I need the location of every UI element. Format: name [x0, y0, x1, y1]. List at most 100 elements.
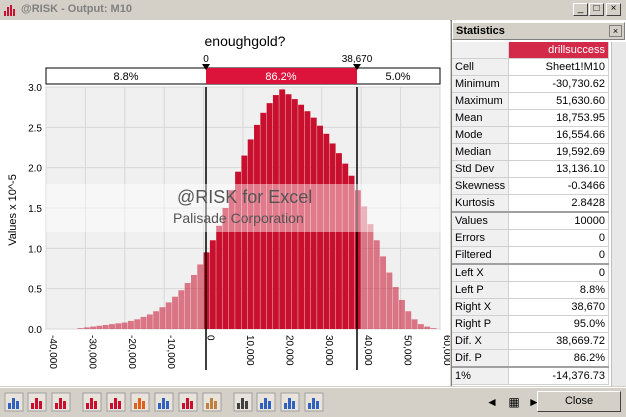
histogram-bar — [228, 190, 235, 329]
histogram-bar — [317, 125, 323, 329]
minimize-button[interactable]: _ — [573, 3, 588, 16]
y-tick-label: 1.5 — [28, 204, 42, 215]
y-tick-label: 2.5 — [28, 123, 42, 134]
stat-value: 0 — [508, 229, 609, 247]
cumulative-icon[interactable] — [51, 392, 71, 412]
histogram-bar — [367, 224, 374, 329]
stats-row: Values 10000 — [452, 211, 609, 230]
stat-value: -30,730.62 — [508, 75, 609, 93]
stat-value: 13,136.10 — [508, 160, 609, 178]
stat-label: 1% — [452, 366, 510, 385]
histogram-bar — [77, 328, 84, 329]
percentile-icon[interactable] — [178, 392, 198, 412]
filter-icon[interactable] — [233, 392, 253, 412]
histogram-bar — [140, 316, 147, 329]
histogram-chart[interactable]: enoughgold? 8.8% 86.2% 5.0% 0 38,670 0.0… — [0, 20, 452, 386]
vertical-scrollbar[interactable] — [611, 42, 626, 386]
histogram-bar — [102, 324, 109, 329]
page-icon[interactable]: ▦ — [508, 395, 520, 409]
stats-row: Mean 18,753.95 — [452, 109, 609, 127]
stats-row: Cell Sheet1!M10 — [452, 58, 609, 76]
scatter-icon[interactable] — [130, 392, 150, 412]
sim-settings-icon[interactable] — [4, 392, 24, 412]
chart-title: enoughgold? — [205, 33, 286, 49]
histogram-bar — [411, 319, 418, 329]
stats-row: Right P 95.0% — [452, 315, 609, 333]
summary-icon[interactable] — [202, 392, 222, 412]
stat-value: 38,669.72 — [508, 332, 609, 350]
histogram-bar — [165, 302, 172, 329]
stat-value: 0 — [508, 246, 609, 265]
stat-value: 19,592.69 — [508, 143, 609, 161]
stat-value: -14,376.73 — [508, 366, 609, 385]
histogram-bar — [172, 296, 178, 329]
stat-label: Dif. P — [452, 349, 510, 368]
stats-row: Median 19,592.69 — [452, 143, 609, 161]
stat-label: Dif. X — [452, 332, 510, 350]
histogram-bar — [184, 283, 191, 329]
next-icon[interactable]: ► — [528, 395, 540, 409]
maximize-button[interactable]: □ — [589, 3, 604, 16]
stat-label: Minimum — [452, 75, 510, 93]
histogram-bar — [272, 95, 279, 329]
histogram-bar — [153, 311, 160, 329]
histogram-bar — [159, 307, 166, 329]
stat-label: Left P — [452, 281, 510, 299]
y-tick-label: 0.5 — [28, 285, 42, 296]
stat-value: 38,670 — [508, 298, 609, 316]
histogram-bar — [241, 155, 248, 329]
zoom-in-icon[interactable] — [280, 392, 300, 412]
histogram-bar — [146, 314, 153, 329]
delimiter-left-value: 0 — [203, 54, 209, 65]
spider-icon[interactable] — [154, 392, 174, 412]
close-window-button[interactable]: × — [606, 3, 621, 16]
histogram-bar — [109, 324, 115, 329]
stat-value: 18,753.95 — [508, 109, 609, 127]
histogram-bar — [424, 326, 431, 329]
watermark-title: @RISK for Excel — [177, 187, 313, 207]
histogram-icon[interactable] — [27, 392, 47, 412]
zoom-out-icon[interactable] — [304, 392, 324, 412]
stat-label: Maximum — [452, 92, 510, 110]
stat-value: 8.8% — [508, 281, 609, 299]
stats-row: 1% -14,376.73 — [452, 366, 609, 385]
tornado-icon[interactable] — [106, 392, 126, 412]
stats-row: Dif. X 38,669.72 — [452, 332, 609, 350]
stats-row: Std Dev 13,136.10 — [452, 160, 609, 178]
fit-icon[interactable] — [256, 392, 276, 412]
stat-value: Sheet1!M10 — [508, 58, 609, 76]
watermark-subtitle: Palisade Corporation — [173, 210, 304, 226]
x-tick-label: 60,000 — [441, 335, 450, 366]
histogram-bar — [329, 143, 336, 329]
close-button[interactable]: Close — [537, 391, 621, 412]
stats-row: Kurtosis 2.8428 — [452, 194, 609, 213]
x-tick-label: 40,000 — [362, 335, 373, 366]
column-header[interactable]: drillsuccess — [508, 42, 609, 59]
histogram-bar — [405, 311, 412, 329]
bar-graph-icon[interactable] — [82, 392, 102, 412]
histogram-bar — [348, 175, 355, 329]
x-tick-label: 30,000 — [323, 335, 334, 366]
header-corner — [452, 42, 510, 59]
histogram-bar — [298, 104, 305, 329]
stat-value: 2.8428 — [508, 194, 609, 213]
chart-area: enoughgold? 8.8% 86.2% 5.0% 0 38,670 0.0… — [0, 20, 452, 386]
stat-value: 16,554.66 — [508, 126, 609, 144]
right-delimiter-handle — [353, 64, 361, 70]
stat-label: Std Dev — [452, 160, 510, 178]
histogram-bar — [190, 274, 197, 329]
stat-label: Mean — [452, 109, 510, 127]
statistics-header: Statistics × — [452, 22, 625, 40]
stat-value: 51,630.60 — [508, 92, 609, 110]
x-tick-label: -30,000 — [86, 335, 97, 369]
stat-label: Kurtosis — [452, 194, 510, 213]
band-mid-label: 86.2% — [265, 71, 296, 83]
histogram-bar — [247, 139, 254, 329]
prev-icon[interactable]: ◄ — [486, 395, 498, 409]
close-panel-icon[interactable]: × — [609, 25, 622, 37]
stats-row: Skewness -0.3466 — [452, 177, 609, 195]
histogram-bar — [279, 89, 286, 329]
stat-value: 86.2% — [508, 349, 609, 368]
histogram-bar — [178, 290, 185, 329]
stats-row: Filtered 0 — [452, 246, 609, 265]
